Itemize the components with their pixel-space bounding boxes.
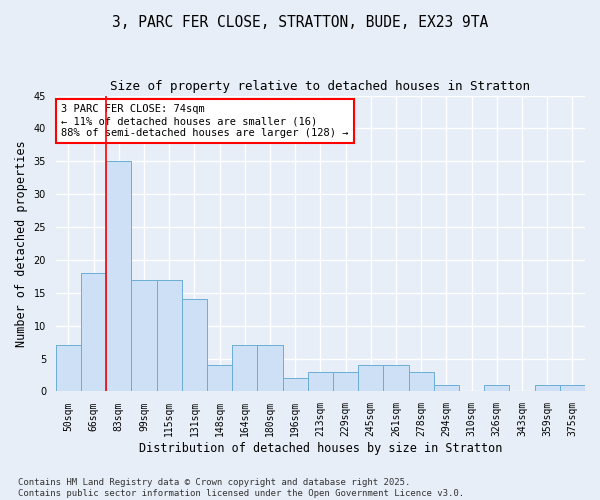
Bar	[207, 365, 232, 392]
X-axis label: Distribution of detached houses by size in Stratton: Distribution of detached houses by size …	[139, 442, 502, 455]
Bar	[333, 372, 358, 392]
Bar	[182, 300, 207, 392]
Text: 3 PARC FER CLOSE: 74sqm
← 11% of detached houses are smaller (16)
88% of semi-de: 3 PARC FER CLOSE: 74sqm ← 11% of detache…	[61, 104, 349, 138]
Bar	[535, 385, 560, 392]
Text: 3, PARC FER CLOSE, STRATTON, BUDE, EX23 9TA: 3, PARC FER CLOSE, STRATTON, BUDE, EX23 …	[112, 15, 488, 30]
Bar	[560, 385, 585, 392]
Bar	[308, 372, 333, 392]
Y-axis label: Number of detached properties: Number of detached properties	[15, 140, 28, 347]
Bar	[484, 385, 509, 392]
Bar	[106, 162, 131, 392]
Bar	[257, 346, 283, 392]
Bar	[409, 372, 434, 392]
Bar	[157, 280, 182, 392]
Bar	[56, 346, 81, 392]
Text: Contains HM Land Registry data © Crown copyright and database right 2025.
Contai: Contains HM Land Registry data © Crown c…	[18, 478, 464, 498]
Bar	[383, 365, 409, 392]
Bar	[232, 346, 257, 392]
Bar	[283, 378, 308, 392]
Bar	[81, 273, 106, 392]
Title: Size of property relative to detached houses in Stratton: Size of property relative to detached ho…	[110, 80, 530, 93]
Bar	[131, 280, 157, 392]
Bar	[358, 365, 383, 392]
Bar	[434, 385, 459, 392]
